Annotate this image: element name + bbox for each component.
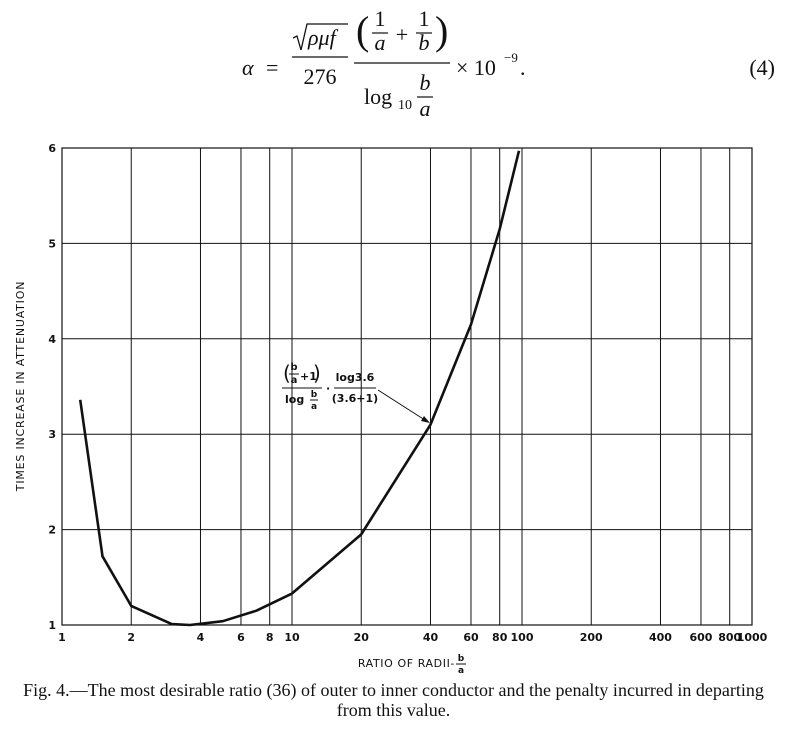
x-tick-label: 10: [284, 631, 300, 644]
y-tick-label: 2: [48, 524, 56, 537]
eq-root: ρμf: [307, 25, 339, 50]
eq-lb: b: [420, 70, 431, 95]
x-tick-label: 40: [423, 631, 439, 644]
y-axis-label: TIMES INCREASE IN ATTENUATION: [14, 281, 27, 492]
ann-plus1: +1: [300, 370, 317, 383]
eq-times: × 10: [456, 55, 496, 80]
annotation: ( b a +1 ) log b a · log3.6 (3.6+1): [282, 361, 430, 423]
ann-paren: (: [283, 361, 291, 385]
y-tick-label: 1: [48, 619, 56, 632]
eq-log: log: [364, 84, 392, 109]
x-tick-label: 200: [580, 631, 603, 644]
equation: α = ρμf 276 ( 1 a + 1 b ) log 10 b a × 1…: [242, 6, 775, 121]
plot-frame: [61, 147, 753, 626]
x-tick-label: 100: [511, 631, 534, 644]
eq-d1: a: [375, 30, 386, 55]
x-tick-label: 1000: [737, 631, 768, 644]
figure: α = ρμf 276 ( 1 a + 1 b ) log 10 b a × 1…: [14, 6, 775, 676]
x-tick-label: 2: [127, 631, 135, 644]
y-tick-label: 5: [48, 237, 56, 250]
x-tick-label: 600: [689, 631, 712, 644]
ann-arrow: [377, 389, 429, 423]
x-tick-label: 80: [492, 631, 508, 644]
x-tick-label: 1: [58, 631, 66, 644]
ann-den: a: [291, 375, 298, 386]
ann-num: b: [290, 362, 297, 373]
x-axis-label: RATIO OF RADII-: [358, 657, 455, 670]
x-axis-label-num: b: [458, 654, 465, 664]
eq-d2: b: [419, 30, 430, 55]
root-sign: [292, 23, 348, 51]
ann-paren: ): [313, 361, 321, 385]
curve: [78, 150, 521, 627]
ann-den2: (3.6+1): [332, 392, 378, 405]
eq-n1: 1: [375, 6, 386, 31]
eq-lparen: (: [356, 8, 369, 53]
x-tick-label: 20: [354, 631, 370, 644]
ann-log: log: [285, 393, 304, 406]
eq-n2: 1: [419, 6, 430, 31]
eq-logsub: 10: [398, 98, 412, 113]
ann-dot: ·: [326, 382, 330, 395]
eq-number: (4): [749, 55, 775, 80]
x-tick-label: 60: [463, 631, 479, 644]
x-tick-label: 400: [649, 631, 672, 644]
eq-lhs: α: [242, 55, 254, 80]
x-axis-label-den: a: [458, 666, 464, 676]
eq-la: a: [420, 96, 431, 121]
eq-rparen: ): [435, 8, 448, 53]
eq-plus: +: [396, 22, 408, 47]
x-tick-label: 4: [197, 631, 205, 644]
eq-den: 276: [304, 64, 337, 89]
y-tick-label: 4: [48, 333, 56, 346]
y-tick-label: 6: [48, 142, 56, 155]
eq-sign: =: [266, 55, 278, 80]
x-tick-label: 800: [718, 631, 741, 644]
caption: Fig. 4.—The most desirable ratio (36) of…: [23, 680, 764, 720]
ann-lb: b: [311, 390, 318, 400]
eq-end: .: [520, 55, 526, 80]
y-tick-label: 3: [48, 428, 56, 441]
ann-log36: log3.6: [336, 371, 375, 384]
eq-exp: −9: [504, 50, 518, 65]
ann-la: a: [311, 402, 317, 412]
ann-arrowhead: [421, 416, 430, 423]
x-tick-label: 8: [266, 631, 274, 644]
x-tick-label: 6: [237, 631, 245, 644]
